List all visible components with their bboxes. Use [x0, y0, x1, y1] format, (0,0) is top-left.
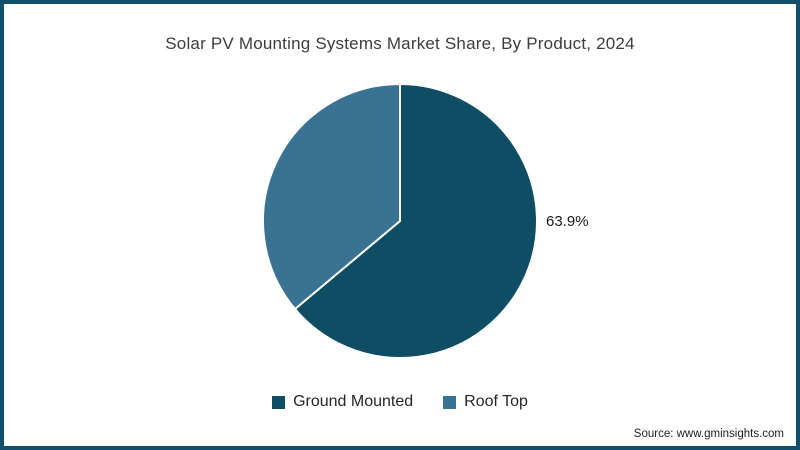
pie-slice-ground-mounted — [293, 83, 538, 359]
legend-label-roof-top: Roof Top — [464, 393, 528, 410]
legend: Ground Mounted Roof Top — [4, 393, 796, 411]
legend-item-roof-top: Roof Top — [443, 393, 528, 411]
slice-label-ground-mounted: 63.9% — [546, 213, 589, 230]
legend-label-ground-mounted: Ground Mounted — [293, 393, 414, 410]
legend-swatch-roof-top — [443, 395, 457, 409]
legend-swatch-ground-mounted — [272, 395, 286, 409]
pie-slice-roof-top — [262, 83, 401, 310]
chart-title: Solar PV Mounting Systems Market Share, … — [165, 34, 635, 53]
pie-chart — [262, 83, 538, 359]
source-text: Source: www.gminsights.com — [633, 428, 784, 440]
legend-item-ground-mounted: Ground Mounted — [272, 393, 413, 411]
